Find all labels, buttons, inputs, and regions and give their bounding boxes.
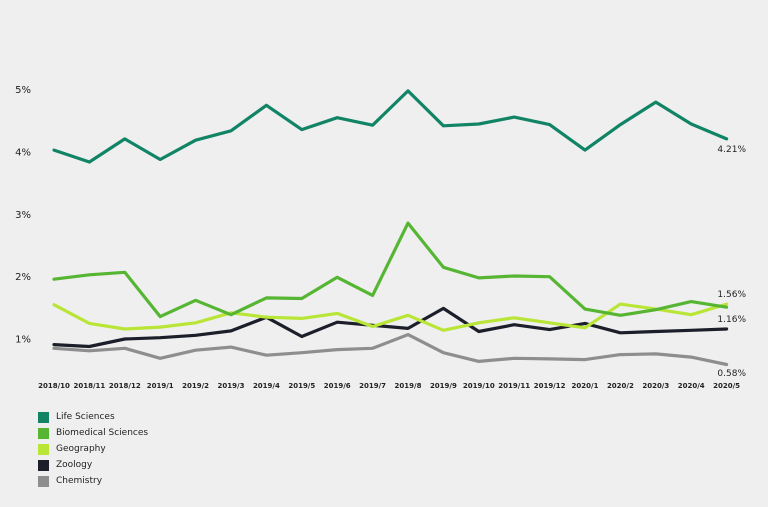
x-tick-label: 2019/12	[534, 382, 566, 390]
y-tick-label: 5%	[15, 85, 31, 96]
x-tick-label: 2020/1	[572, 382, 599, 390]
legend: Life Sciences Biomedical Sciences Geograph…	[38, 409, 148, 489]
x-tick-label: 2019/11	[498, 382, 530, 390]
legend-label: Chemistry	[56, 476, 103, 486]
y-axis: 5% 4% 3% 2% 1%	[15, 85, 31, 345]
x-tick-label: 2019/7	[359, 382, 386, 390]
x-tick-label: 2020/4	[678, 382, 705, 390]
legend-label: Zoology	[56, 460, 93, 470]
legend-swatch	[38, 459, 49, 471]
legend-item: Biomedical Sciences	[38, 425, 148, 441]
legend-swatch	[38, 427, 49, 439]
legend-item: Chemistry	[38, 473, 148, 489]
x-tick-label: 2020/5	[713, 382, 740, 390]
x-tick-label: 2018/12	[109, 382, 141, 390]
x-axis: 2018/10 2018/11 2018/12 2019/1 2019/2 2019/3 2…	[38, 382, 740, 390]
series-line-geography	[52, 302, 729, 332]
legend-label: Geography	[56, 444, 106, 454]
x-tick-label: 2019/2	[182, 382, 209, 390]
x-tick-label: 2019/10	[463, 382, 495, 390]
end-labels: 4.21% 1.56% 1.16% 0.58%	[717, 145, 746, 379]
x-tick-label: 2019/5	[288, 382, 315, 390]
x-tick-label: 2019/1	[147, 382, 174, 390]
legend-swatch	[38, 411, 49, 423]
end-value-label: 1.56%	[717, 290, 746, 300]
legend-swatch	[38, 443, 49, 455]
series-line-biomedical-sciences	[52, 221, 729, 319]
y-tick-label: 3%	[15, 210, 31, 221]
legend-item: Geography	[38, 441, 148, 457]
legend-swatch	[38, 475, 49, 487]
legend-label: Life Sciences	[56, 412, 115, 422]
x-tick-label: 2019/9	[430, 382, 457, 390]
end-value-label: 1.16%	[717, 315, 746, 325]
y-tick-label: 2%	[15, 272, 31, 283]
x-tick-label: 2019/4	[253, 382, 280, 390]
y-tick-label: 4%	[15, 148, 31, 159]
end-value-label: 4.21%	[717, 145, 746, 155]
legend-label: Biomedical Sciences	[56, 428, 149, 438]
series-line-chemistry	[52, 333, 729, 367]
end-value-label: 0.58%	[717, 369, 746, 379]
legend-item: Life Sciences	[38, 409, 148, 425]
x-tick-label: 2020/3	[642, 382, 669, 390]
x-tick-label: 2019/3	[218, 382, 245, 390]
x-tick-label: 2018/11	[74, 382, 106, 390]
series-line-life-sciences	[52, 89, 729, 164]
series-lines	[52, 89, 729, 367]
x-tick-label: 2018/10	[38, 382, 70, 390]
x-tick-label: 2020/2	[607, 382, 634, 390]
series-line-zoology	[52, 306, 729, 349]
y-tick-label: 1%	[15, 334, 31, 345]
x-tick-label: 2019/8	[395, 382, 422, 390]
legend-item: Zoology	[38, 457, 148, 473]
line-chart: 5%4%3%2%1% 2018/10 2018/11 2018/12 2019/1 20…	[15, 85, 746, 390]
x-tick-label: 2019/6	[324, 382, 351, 390]
